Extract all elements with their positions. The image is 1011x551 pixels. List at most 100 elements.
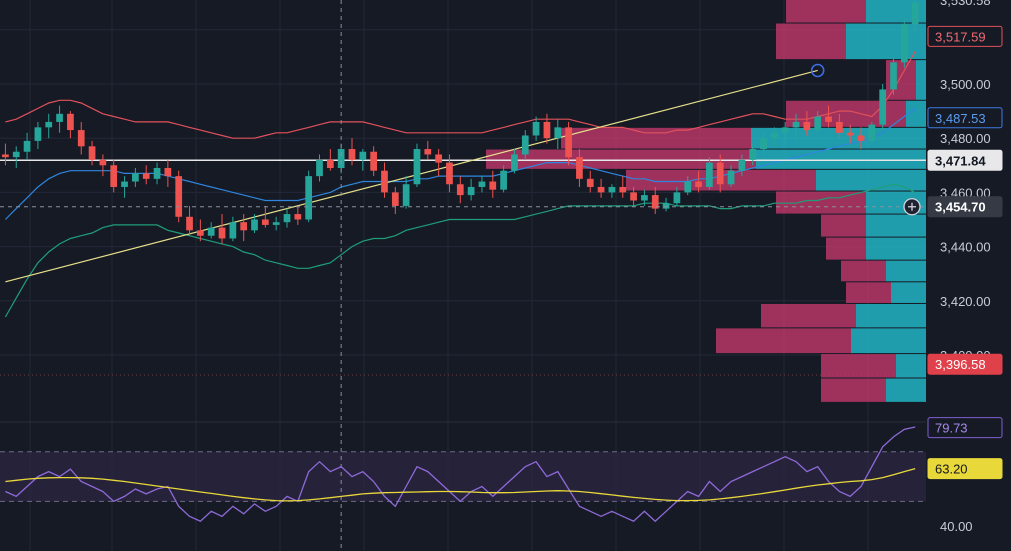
trend-line-path[interactable] (5, 69, 818, 283)
candle-body[interactable] (67, 113, 74, 131)
candle-body[interactable] (543, 121, 551, 139)
candle-body[interactable] (121, 181, 128, 187)
candle-body[interactable] (467, 186, 475, 196)
candle-body[interactable] (586, 178, 594, 187)
price-tag-upper-band[interactable]: 3,517.59 (927, 25, 1003, 47)
candle-body[interactable] (77, 130, 85, 147)
volume-profile-down-bar[interactable] (761, 303, 856, 328)
volume-profile-down-bar[interactable] (821, 378, 886, 402)
candle-body[interactable] (294, 214, 302, 220)
candle-body[interactable] (641, 195, 648, 201)
volume-profile-down-bar[interactable] (786, 0, 866, 23)
candle-body[interactable] (402, 184, 410, 206)
candle-body[interactable] (110, 165, 118, 187)
volume-profile-up-bar[interactable] (896, 354, 926, 378)
trend-line-handle[interactable] (810, 63, 825, 78)
candle-body[interactable] (597, 186, 605, 193)
candle-body[interactable] (673, 192, 681, 204)
price-tag-mid-band[interactable]: 3,487.53 (927, 107, 1003, 129)
candle-body[interactable] (727, 170, 735, 185)
rsi-ma-tag[interactable]: 63.20 (927, 458, 1003, 480)
candle-body[interactable] (792, 121, 800, 128)
candle-body[interactable] (846, 132, 854, 136)
rsi-panel[interactable] (0, 421, 1011, 502)
volume-profile-up-bar[interactable] (851, 328, 926, 354)
candle-body[interactable] (814, 116, 822, 131)
volume-profile-up-bar[interactable] (906, 100, 926, 127)
candle-body[interactable] (749, 149, 757, 160)
candle-body[interactable] (760, 138, 767, 150)
candle-body[interactable] (142, 173, 150, 179)
candle-body[interactable] (857, 135, 865, 141)
candle-body[interactable] (207, 227, 215, 236)
price-axis[interactable]: 3,500.003,480.003,440.003,420.003,400.00… (926, 0, 1011, 551)
candle-body[interactable] (435, 154, 442, 163)
trend-line[interactable] (5, 63, 825, 283)
volume-profile-down-bar[interactable] (841, 260, 886, 282)
candle-body[interactable] (521, 135, 529, 155)
candle-body[interactable] (630, 192, 637, 201)
volume-profile-down-bar[interactable] (776, 23, 846, 60)
candle-body[interactable] (164, 168, 172, 177)
candle-body[interactable] (56, 113, 63, 122)
candle-body[interactable] (12, 151, 20, 158)
price-tag-support[interactable]: 3,396.58 (927, 353, 1003, 375)
candle-body[interactable] (511, 154, 518, 171)
candle-body[interactable] (576, 157, 583, 179)
volume-profile-up-bar[interactable] (756, 149, 926, 169)
volume-profile-down-bar[interactable] (486, 149, 756, 169)
volume-profile-down-bar[interactable] (561, 127, 751, 149)
candle-body[interactable] (662, 203, 670, 209)
candle-body[interactable] (88, 146, 96, 160)
candle-body[interactable] (879, 89, 887, 125)
candle-body[interactable] (370, 151, 378, 171)
candle-body[interactable] (34, 127, 42, 141)
price-tag-horizontal-line[interactable]: 3,471.84 (927, 149, 1003, 171)
candle-body[interactable] (771, 132, 778, 139)
candle-body[interactable] (651, 195, 659, 209)
candle-body[interactable] (424, 149, 432, 155)
volume-profile-up-bar[interactable] (866, 237, 926, 260)
candle-body[interactable] (2, 154, 9, 158)
volume-profile-up-bar[interactable] (886, 378, 926, 402)
candlestick-series[interactable] (2, 0, 919, 244)
candle-body[interactable] (619, 186, 627, 193)
volume-profile-down-bar[interactable] (821, 354, 896, 378)
candle-body[interactable] (716, 162, 724, 185)
candle-body[interactable] (326, 159, 334, 168)
candle-body[interactable] (240, 222, 248, 231)
candle-body[interactable] (175, 176, 183, 217)
candle-body[interactable] (835, 121, 843, 133)
price-tag-crosshair[interactable]: 3,454.70 (927, 196, 1003, 218)
candle-body[interactable] (153, 168, 161, 179)
volume-profile-up-bar[interactable] (886, 260, 926, 282)
candle-body[interactable] (478, 181, 486, 187)
candle-body[interactable] (359, 151, 367, 160)
candle-body[interactable] (684, 181, 692, 193)
volume-profile-up-bar[interactable] (846, 23, 926, 60)
candle-body[interactable] (500, 170, 507, 190)
volume-profile-up-bar[interactable] (856, 303, 926, 328)
candle-body[interactable] (99, 159, 107, 166)
candle-body[interactable] (706, 162, 713, 187)
candle-body[interactable] (381, 170, 388, 193)
volume-profile-up-bar[interactable] (866, 214, 926, 237)
candle-body[interactable] (337, 149, 345, 168)
candle-body[interactable] (911, 2, 919, 25)
candle-body[interactable] (489, 181, 497, 190)
volume-profile-up-bar[interactable] (816, 169, 926, 191)
volume-profile-up-bar[interactable] (891, 282, 926, 303)
candle-body[interactable] (695, 181, 702, 187)
candle-body[interactable] (456, 184, 464, 196)
volume-profile[interactable] (486, 0, 926, 402)
candle-body[interactable] (532, 121, 540, 136)
volume-profile-down-bar[interactable] (821, 214, 866, 237)
volume-profile-up-bar[interactable] (916, 60, 926, 100)
candle-body[interactable] (446, 162, 453, 185)
candle-body[interactable] (23, 140, 31, 152)
candle-body[interactable] (348, 149, 356, 160)
candle-body[interactable] (45, 121, 53, 128)
candle-body[interactable] (218, 227, 226, 239)
candle-body[interactable] (283, 214, 291, 223)
